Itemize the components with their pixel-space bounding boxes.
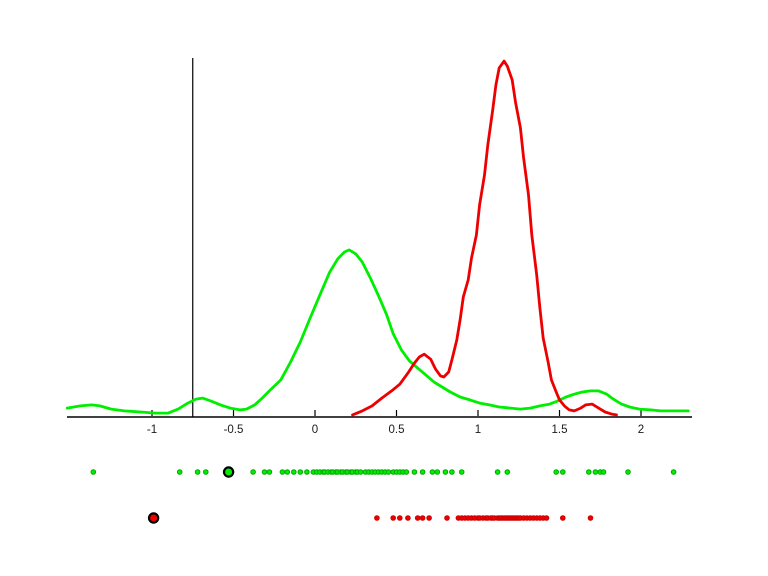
green-samples-point xyxy=(261,469,268,475)
x-tick-label: -1 xyxy=(147,424,157,436)
red-samples-point xyxy=(374,515,380,521)
red-samples-point xyxy=(397,515,403,521)
red-samples-point xyxy=(405,515,411,521)
green-samples-point xyxy=(297,469,304,475)
green-samples-point xyxy=(560,469,566,475)
red-samples-point xyxy=(543,515,550,521)
green-samples-point xyxy=(176,469,183,475)
green-samples-point xyxy=(357,469,364,475)
red-samples-point xyxy=(390,515,397,521)
x-tick-label: 0 xyxy=(312,424,318,436)
x-tick-label: -0.5 xyxy=(224,424,244,436)
red-samples-highlighted-point xyxy=(147,512,160,524)
green-samples-point xyxy=(504,469,511,475)
green-samples-highlighted-point xyxy=(222,466,235,478)
green-samples-point xyxy=(449,469,455,475)
red-samples-point xyxy=(426,515,432,521)
green-samples-point xyxy=(442,469,449,475)
green-samples-point xyxy=(458,469,465,475)
green-samples-point xyxy=(266,469,273,475)
red-samples-point xyxy=(414,515,421,521)
x-tick-label: 1 xyxy=(475,424,481,436)
green-samples-point xyxy=(291,469,297,475)
green-samples-point xyxy=(203,469,209,475)
green-samples-point xyxy=(429,469,436,475)
green-samples-point xyxy=(194,469,201,475)
red-samples-point xyxy=(587,515,594,521)
x-tick-label: 0.5 xyxy=(389,424,405,436)
green-samples-point xyxy=(494,469,501,475)
green-samples-point xyxy=(434,469,441,475)
green-samples-point xyxy=(625,469,631,475)
green-samples-point xyxy=(592,469,599,475)
green-samples-point xyxy=(403,469,410,475)
red-samples-point xyxy=(444,515,450,521)
green-samples-point xyxy=(586,469,592,475)
green-samples-point xyxy=(279,469,286,475)
green-density-curve xyxy=(65,248,690,415)
red-samples-point xyxy=(560,515,566,521)
x-tick-label: 2 xyxy=(638,424,644,436)
green-samples-point xyxy=(670,469,677,475)
green-samples-point xyxy=(419,469,426,475)
green-samples-point xyxy=(304,469,310,475)
x-tick-label: 1.5 xyxy=(552,424,568,436)
red-samples-point xyxy=(419,515,426,521)
green-samples-point xyxy=(411,469,418,475)
green-samples-point xyxy=(90,469,97,475)
red-density-curve xyxy=(351,59,618,417)
green-samples-point xyxy=(250,469,256,475)
green-samples-point xyxy=(385,469,392,475)
green-samples-point xyxy=(553,469,560,475)
green-samples-point xyxy=(284,469,291,475)
green-samples-point xyxy=(600,469,607,475)
